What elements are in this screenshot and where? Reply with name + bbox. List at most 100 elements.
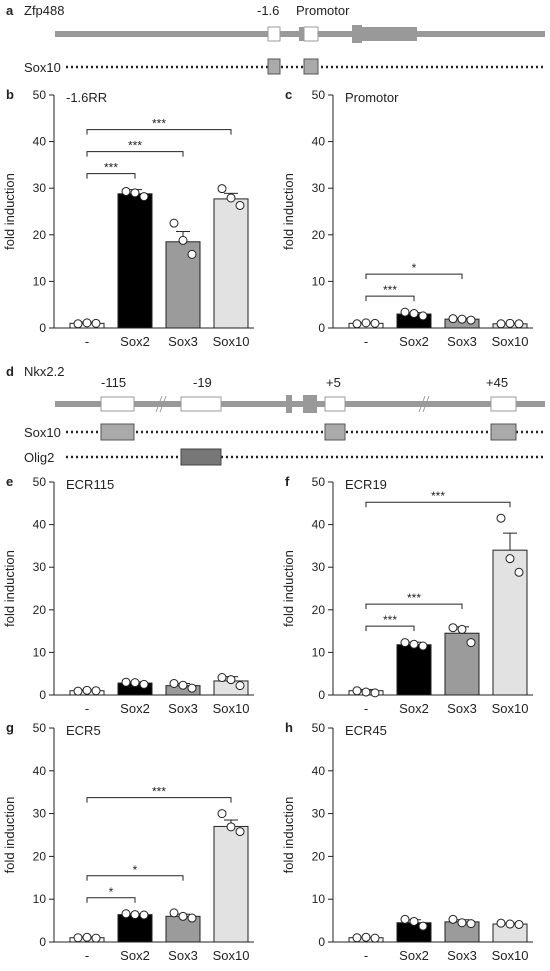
y-tick-label: 40	[33, 518, 47, 532]
panel-letter-b: b	[6, 87, 14, 102]
data-point	[370, 688, 380, 698]
y-tick-label: 50	[33, 475, 47, 489]
y-tick-label: 10	[33, 645, 47, 659]
sox10-site-ecr115	[100, 423, 135, 441]
y-tick-label: 0	[318, 321, 325, 335]
y-tick-label: 0	[39, 688, 46, 702]
y-tick-label: 30	[312, 560, 326, 574]
olig2-site-ecr19	[180, 448, 222, 466]
y-tick-label: 40	[312, 135, 326, 149]
y-tick-label: 0	[318, 688, 325, 702]
data-point	[217, 809, 227, 819]
region-label-promotor: Promotor	[296, 3, 350, 18]
y-tick-label: 0	[39, 935, 46, 949]
x-tick-label: Sox3	[168, 948, 198, 963]
y-tick-label: 50	[312, 721, 326, 735]
y-tick-label: 40	[33, 764, 47, 778]
data-point	[226, 193, 236, 203]
y-tick-label: 30	[312, 807, 326, 821]
chart-e: e ECR115 fold induction 0 10 20 30 40 50 - Sox2 Sox…	[2, 474, 254, 716]
significance-label: *	[133, 863, 138, 877]
y-axis-label: fold induction	[281, 797, 296, 874]
data-point	[73, 686, 83, 696]
y-tick-label: 40	[312, 518, 326, 532]
data-point	[400, 914, 410, 924]
factor-label-olig2-d: Olig2	[24, 450, 54, 465]
chart-title: Promotor	[345, 90, 399, 105]
significance-label: ***	[407, 591, 421, 605]
data-point	[352, 319, 362, 329]
data-point	[409, 639, 419, 649]
element-box-ecr19	[180, 396, 222, 412]
significance-bracket	[365, 501, 511, 508]
y-tick-label: 50	[312, 475, 326, 489]
data-point	[178, 680, 188, 690]
sox10-site-ecr45	[490, 423, 517, 441]
y-tick-label: 20	[33, 228, 47, 242]
data-point	[361, 932, 371, 942]
y-axis-label: fold induction	[2, 173, 17, 250]
region-label-plus-5: +5	[326, 375, 341, 390]
y-tick-label: 10	[33, 892, 47, 906]
data-point	[505, 318, 515, 328]
x-tick-label: Sox10	[492, 948, 529, 963]
chart-b: b -1.6RR fold induction 0 10 20 30 40 50 - Sox2 Sox…	[2, 87, 254, 349]
y-tick-label: 50	[33, 88, 47, 102]
x-tick-label: Sox3	[447, 334, 477, 349]
x-tick-label: -	[85, 948, 89, 963]
significance-label: *	[412, 261, 417, 275]
x-tick-label: -	[364, 701, 368, 716]
y-tick-label: 50	[33, 721, 47, 735]
data-point	[496, 319, 506, 329]
x-tick-label: Sox10	[213, 701, 250, 716]
x-tick-label: -	[85, 701, 89, 716]
y-tick-label: 10	[312, 274, 326, 288]
significance-bracket	[365, 603, 463, 610]
bar-Sox10-3	[492, 549, 528, 696]
data-point	[91, 318, 101, 328]
bar-Sox2-1	[117, 193, 153, 329]
data-point	[139, 192, 149, 202]
bar-Sox10-3	[213, 198, 249, 329]
nkx-exon-1	[286, 395, 292, 413]
data-point	[457, 314, 467, 324]
y-tick-label: 30	[33, 181, 47, 195]
y-tick-label: 20	[312, 849, 326, 863]
y-axis-label: fold induction	[281, 550, 296, 627]
data-point	[235, 200, 245, 210]
chart-f: f ECR19 fold induction 0 10 20 30 40 50 - Sox2 Sox3…	[281, 474, 533, 716]
y-axis-label: fold induction	[2, 550, 17, 627]
x-tick-label: Sox10	[213, 948, 250, 963]
significance-bracket	[86, 173, 136, 179]
panel-letter-f: f	[285, 474, 290, 489]
data-point	[235, 681, 245, 691]
gene-name-zfp488: Zfp488	[24, 3, 64, 18]
panel-letter-c: c	[285, 87, 292, 102]
y-tick-label: 0	[39, 321, 46, 335]
y-tick-label: 20	[33, 849, 47, 863]
chart-title: ECR45	[345, 723, 387, 738]
data-point	[370, 933, 380, 943]
data-point	[139, 679, 149, 689]
data-point	[226, 675, 236, 685]
chart-title: -1.6RR	[66, 90, 107, 105]
chart-h: h ECR45 fold induction 0 10 20 30 40 50 - Sox2 Sox3…	[281, 720, 533, 963]
x-tick-label: Sox10	[492, 701, 529, 716]
significance-label: *	[109, 885, 114, 899]
axis-break-2	[159, 395, 167, 413]
y-tick-label: 50	[312, 88, 326, 102]
significance-label: ***	[383, 613, 397, 627]
bar-Sox2-1	[396, 644, 432, 696]
data-point	[400, 638, 410, 648]
data-point	[82, 318, 92, 328]
chart-g: g ECR5 fold induction 0 10 20 30 40 50 - Sox2 Sox3 S…	[2, 720, 254, 963]
chart-title: ECR19	[345, 477, 387, 492]
data-point	[178, 911, 188, 921]
data-point	[448, 314, 458, 324]
diagram-d: d Nkx2.2 -115 -19 +5 +45 Sox10 Olig2	[6, 364, 545, 466]
data-point	[418, 311, 428, 321]
element-box-minus-1-6	[267, 26, 281, 42]
x-tick-label: Sox3	[168, 334, 198, 349]
data-point	[187, 683, 197, 693]
data-point	[457, 624, 467, 634]
